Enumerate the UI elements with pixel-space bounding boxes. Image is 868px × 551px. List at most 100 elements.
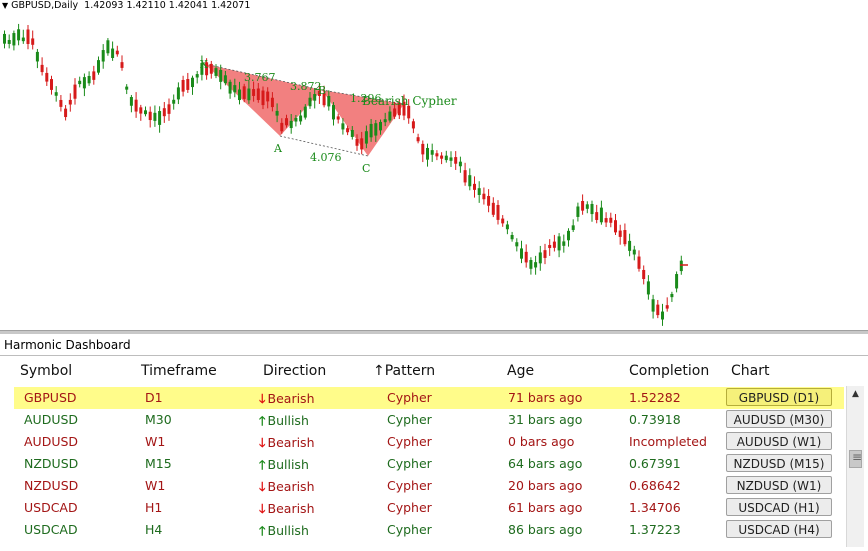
cell-direction: 🡑 Bullish (259, 412, 309, 433)
arrow-down-icon: 🡓 (259, 479, 266, 494)
direction-label: Bullish (267, 457, 309, 472)
candle-body (609, 217, 613, 223)
panel-separator[interactable] (0, 330, 868, 334)
scroll-up-arrow-icon[interactable]: ▲ (852, 389, 859, 399)
candle-body (256, 88, 260, 101)
ratio-label-3: 1.296 (350, 92, 382, 105)
cell-pattern: Cypher (387, 390, 432, 405)
price-chart[interactable]: ▼ GBPUSD,Daily 1.42093 1.42110 1.42041 1.… (0, 0, 868, 330)
candle-body (444, 155, 448, 161)
cell-completion: 0.73918 (629, 412, 681, 427)
cell-symbol: AUDUSD (24, 412, 79, 427)
candle-body (632, 249, 636, 255)
candle-body (614, 220, 617, 233)
header-age[interactable]: Age (507, 363, 535, 379)
cell-direction: 🡓 Bearish (259, 390, 315, 411)
candle-body (562, 241, 566, 246)
candle-body (416, 137, 420, 142)
open-chart-button[interactable]: GBPUSD (D1) (726, 388, 832, 406)
candle-body (50, 79, 53, 90)
candle-body (637, 256, 641, 269)
candle-body (125, 86, 129, 90)
scroll-thumb[interactable] (849, 450, 862, 468)
open-chart-button[interactable]: AUDUSD (M30) (726, 410, 832, 428)
header-chart[interactable]: Chart (731, 363, 770, 379)
pattern-triangle-bcd (322, 90, 404, 156)
candle-body (468, 175, 472, 187)
cell-timeframe: W1 (145, 434, 166, 449)
cell-timeframe: W1 (145, 478, 166, 493)
candle-body (595, 212, 599, 220)
candle-body (642, 269, 646, 280)
pattern-line-ac (279, 135, 369, 157)
table-row[interactable]: USDCAD H1 🡓 Bearish Cypher 61 bars ago 1.34706… (14, 497, 844, 519)
cell-pattern: Cypher (387, 456, 432, 471)
candle-body (17, 29, 21, 41)
open-chart-button[interactable]: NZDUSD (W1) (726, 476, 832, 494)
header-pattern-label: Pattern (384, 363, 436, 379)
cell-completion: 1.34706 (629, 500, 681, 515)
candle-body (473, 183, 476, 190)
candle-body (458, 161, 462, 167)
dashboard-scrollbar[interactable]: ▲ (846, 386, 864, 547)
candle-body (92, 71, 96, 80)
candle-body (134, 99, 138, 112)
table-row[interactable]: NZDUSD M15 🡑 Bullish Cypher 64 bars ago 0.6739… (14, 453, 844, 475)
candle-body (364, 131, 368, 144)
candle-body (158, 111, 162, 125)
candle-body (543, 250, 547, 258)
candle-body (308, 97, 312, 107)
candle-body (407, 105, 411, 119)
header-timeframe[interactable]: Timeframe (141, 363, 217, 379)
candle-body (106, 40, 110, 54)
candle-body (520, 248, 523, 259)
candle-body (346, 128, 350, 133)
candle-body (238, 89, 241, 101)
table-row[interactable]: AUDUSD W1 🡓 Bearish Cypher 0 bars ago Incomple… (14, 431, 844, 453)
cell-timeframe: D1 (145, 390, 163, 405)
candle-body (252, 89, 256, 96)
candle-body (275, 110, 279, 116)
pattern-line-bd (321, 89, 405, 105)
candle-body (176, 87, 180, 100)
candle-body (482, 193, 486, 200)
cell-completion: 0.67391 (629, 456, 681, 471)
candle-body (31, 38, 35, 45)
candle-body (426, 147, 429, 160)
cell-completion: 0.68642 (629, 478, 681, 493)
open-chart-button[interactable]: AUDUSD (W1) (726, 432, 832, 450)
candle-body (388, 111, 392, 121)
candle-body (181, 79, 185, 92)
direction-label: Bearish (267, 501, 315, 516)
candle-body (40, 64, 44, 73)
candle-body (369, 123, 373, 138)
table-row[interactable]: GBPUSD D1 🡓 Bearish Cypher 71 bars ago 1.52282… (14, 387, 844, 409)
candle-body (299, 115, 303, 122)
table-row[interactable]: USDCAD H4 🡑 Bullish Cypher 86 bars ago 1.37223… (14, 519, 844, 541)
header-direction[interactable]: Direction (263, 363, 327, 379)
cell-direction: 🡑 Bullish (259, 456, 309, 477)
dashboard-title: Harmonic Dashboard (4, 338, 131, 352)
open-chart-button[interactable]: USDCAD (H1) (726, 498, 832, 516)
candle-body (59, 99, 63, 107)
header-symbol[interactable]: Symbol (20, 363, 73, 379)
chart-menu-triangle-icon[interactable]: ▼ (2, 1, 9, 10)
candle-body (628, 240, 632, 251)
direction-label: Bullish (267, 413, 309, 428)
table-row[interactable]: NZDUSD W1 🡓 Bearish Cypher 20 bars ago 0.68642… (14, 475, 844, 497)
table-row[interactable]: AUDUSD M30 🡑 Bullish Cypher 31 bars ago 0.7391… (14, 409, 844, 431)
candle-body (3, 33, 6, 44)
open-chart-button[interactable]: NZDUSD (M15) (726, 454, 832, 472)
cell-age: 0 bars ago (508, 434, 575, 449)
ratio-label-1: 3.767 (244, 71, 276, 84)
candle-body (449, 157, 453, 161)
candle-body (670, 293, 674, 298)
candle-body (111, 48, 115, 58)
candle-body (129, 97, 133, 106)
header-completion[interactable]: Completion (629, 363, 710, 379)
header-pattern[interactable]: ↑Pattern (373, 363, 435, 379)
cell-symbol: NZDUSD (24, 478, 79, 493)
candle-body (397, 102, 401, 116)
open-chart-button[interactable]: USDCAD (H4) (726, 520, 832, 538)
sort-ascending-icon: ↑ (373, 363, 385, 379)
